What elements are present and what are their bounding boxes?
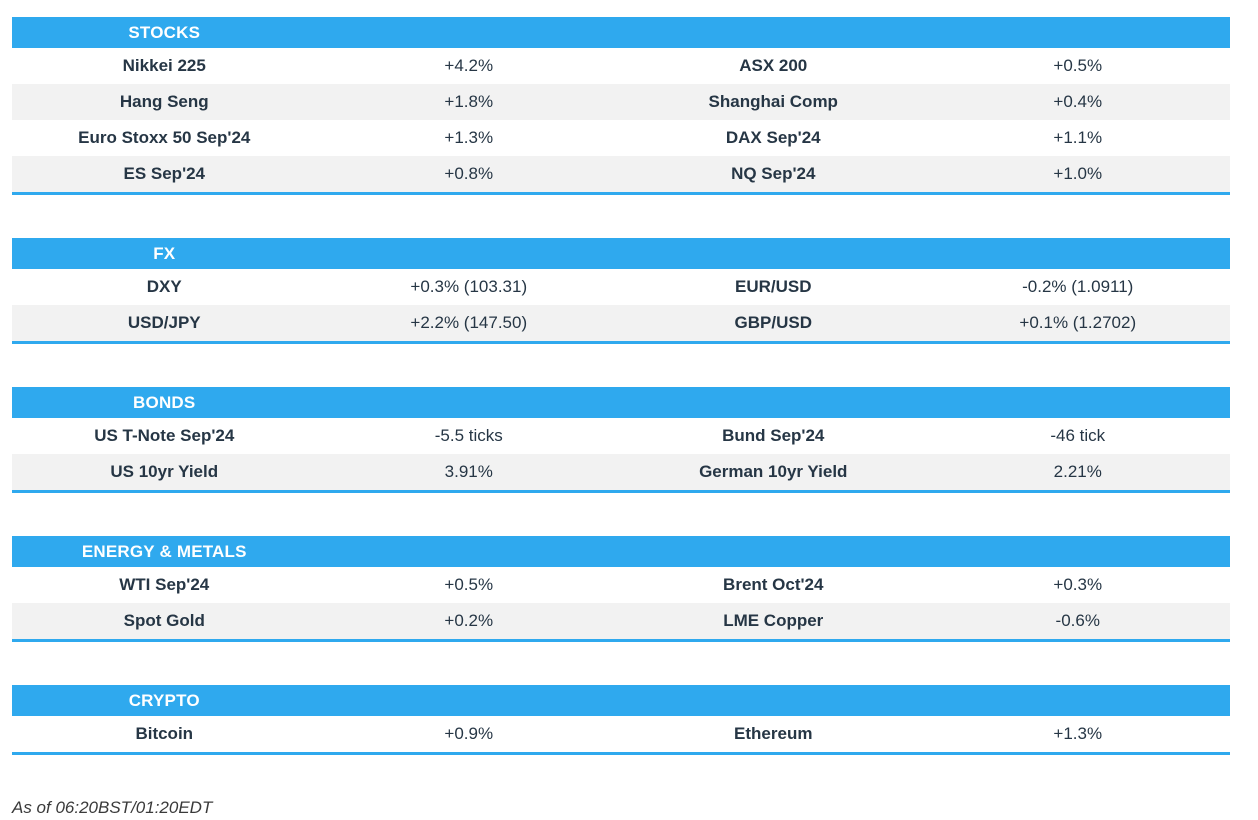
market-row: Hang Seng +1.8% Shanghai Comp +0.4% [12, 84, 1230, 120]
instrument-value: -0.2% (1.0911) [1022, 277, 1134, 296]
market-row: WTI Sep'24 +0.5% Brent Oct'24 +0.3% [12, 567, 1230, 603]
market-row: US T-Note Sep'24 -5.5 ticks Bund Sep'24 … [12, 418, 1230, 454]
instrument-label: Shanghai Comp [708, 92, 838, 111]
instrument-label: German 10yr Yield [699, 462, 848, 481]
section-stocks: STOCKS Nikkei 225 +4.2% ASX 200 +0.5% Ha… [12, 17, 1230, 195]
instrument-label: Bitcoin [135, 724, 194, 743]
instrument-label: Euro Stoxx 50 Sep'24 [78, 128, 251, 147]
instrument-value: +0.1% (1.2702) [1019, 313, 1137, 332]
instrument-value: +0.5% [444, 575, 494, 594]
as-of-timestamp: As of 06:20BST/01:20EDT [12, 798, 213, 817]
instrument-label: NQ Sep'24 [731, 164, 816, 183]
instrument-label: LME Copper [723, 611, 824, 630]
instrument-label: WTI Sep'24 [119, 575, 210, 594]
section-fx: FX DXY +0.3% (103.31) EUR/USD -0.2% (1.0… [12, 238, 1230, 344]
instrument-value: +0.9% [444, 724, 494, 743]
instrument-label: EUR/USD [734, 277, 812, 296]
instrument-value: -0.6% [1055, 611, 1100, 630]
instrument-value: +1.1% [1053, 128, 1103, 147]
section-stocks-header: STOCKS [12, 17, 1230, 48]
instrument-value: +1.0% [1053, 164, 1103, 183]
section-bonds-header: BONDS [12, 387, 1230, 418]
instrument-label: US 10yr Yield [110, 462, 219, 481]
instrument-label: USD/JPY [127, 313, 201, 332]
section-energy-metals: ENERGY & METALS WTI Sep'24 +0.5% Brent O… [12, 536, 1230, 642]
instrument-value: +1.8% [444, 92, 494, 111]
instrument-label: DAX Sep'24 [725, 128, 821, 147]
instrument-label: ES Sep'24 [123, 164, 206, 183]
section-crypto-header: CRYPTO [12, 685, 1230, 716]
instrument-label: Nikkei 225 [122, 56, 206, 75]
instrument-value: +0.3% [1053, 575, 1103, 594]
instrument-label: GBP/USD [734, 313, 812, 332]
market-wrap-page: STOCKS Nikkei 225 +4.2% ASX 200 +0.5% Ha… [12, 17, 1230, 818]
instrument-value: +0.4% [1053, 92, 1103, 111]
instrument-label: Hang Seng [119, 92, 209, 111]
section-fx-header: FX [12, 238, 1230, 269]
instrument-value: +4.2% [444, 56, 494, 75]
market-row: US 10yr Yield 3.91% German 10yr Yield 2.… [12, 454, 1230, 490]
market-row: USD/JPY +2.2% (147.50) GBP/USD +0.1% (1.… [12, 305, 1230, 341]
instrument-value: +1.3% [444, 128, 494, 147]
instrument-value: -46 tick [1050, 426, 1106, 445]
instrument-label: Bund Sep'24 [722, 426, 825, 445]
section-crypto: CRYPTO Bitcoin +0.9% Ethereum +1.3% [12, 685, 1230, 755]
instrument-label: DXY [146, 277, 182, 296]
market-row: DXY +0.3% (103.31) EUR/USD -0.2% (1.0911… [12, 269, 1230, 305]
market-row: Nikkei 225 +4.2% ASX 200 +0.5% [12, 48, 1230, 84]
instrument-label: Spot Gold [123, 611, 205, 630]
instrument-value: 2.21% [1053, 462, 1102, 481]
instrument-label: Ethereum [734, 724, 813, 743]
instrument-value: +2.2% (147.50) [410, 313, 528, 332]
section-title: ENERGY & METALS [81, 541, 247, 561]
section-bonds: BONDS US T-Note Sep'24 -5.5 ticks Bund S… [12, 387, 1230, 493]
instrument-value: +0.5% [1053, 56, 1103, 75]
instrument-value: +1.3% [1053, 724, 1103, 743]
section-title: FX [153, 243, 176, 263]
market-row: Spot Gold +0.2% LME Copper -0.6% [12, 603, 1230, 639]
instrument-label: Brent Oct'24 [723, 575, 824, 594]
instrument-value: +0.8% [444, 164, 494, 183]
instrument-value: -5.5 ticks [434, 426, 503, 445]
section-energy-metals-header: ENERGY & METALS [12, 536, 1230, 567]
section-title: BONDS [133, 392, 196, 412]
instrument-label: US T-Note Sep'24 [94, 426, 235, 445]
market-row: Bitcoin +0.9% Ethereum +1.3% [12, 716, 1230, 752]
instrument-label: ASX 200 [739, 56, 808, 75]
instrument-value: 3.91% [444, 462, 493, 481]
market-row: ES Sep'24 +0.8% NQ Sep'24 +1.0% [12, 156, 1230, 192]
section-title: STOCKS [128, 22, 201, 42]
instrument-value: +0.2% [444, 611, 494, 630]
instrument-value: +0.3% (103.31) [410, 277, 528, 296]
section-title: CRYPTO [128, 690, 200, 710]
market-row: Euro Stoxx 50 Sep'24 +1.3% DAX Sep'24 +1… [12, 120, 1230, 156]
